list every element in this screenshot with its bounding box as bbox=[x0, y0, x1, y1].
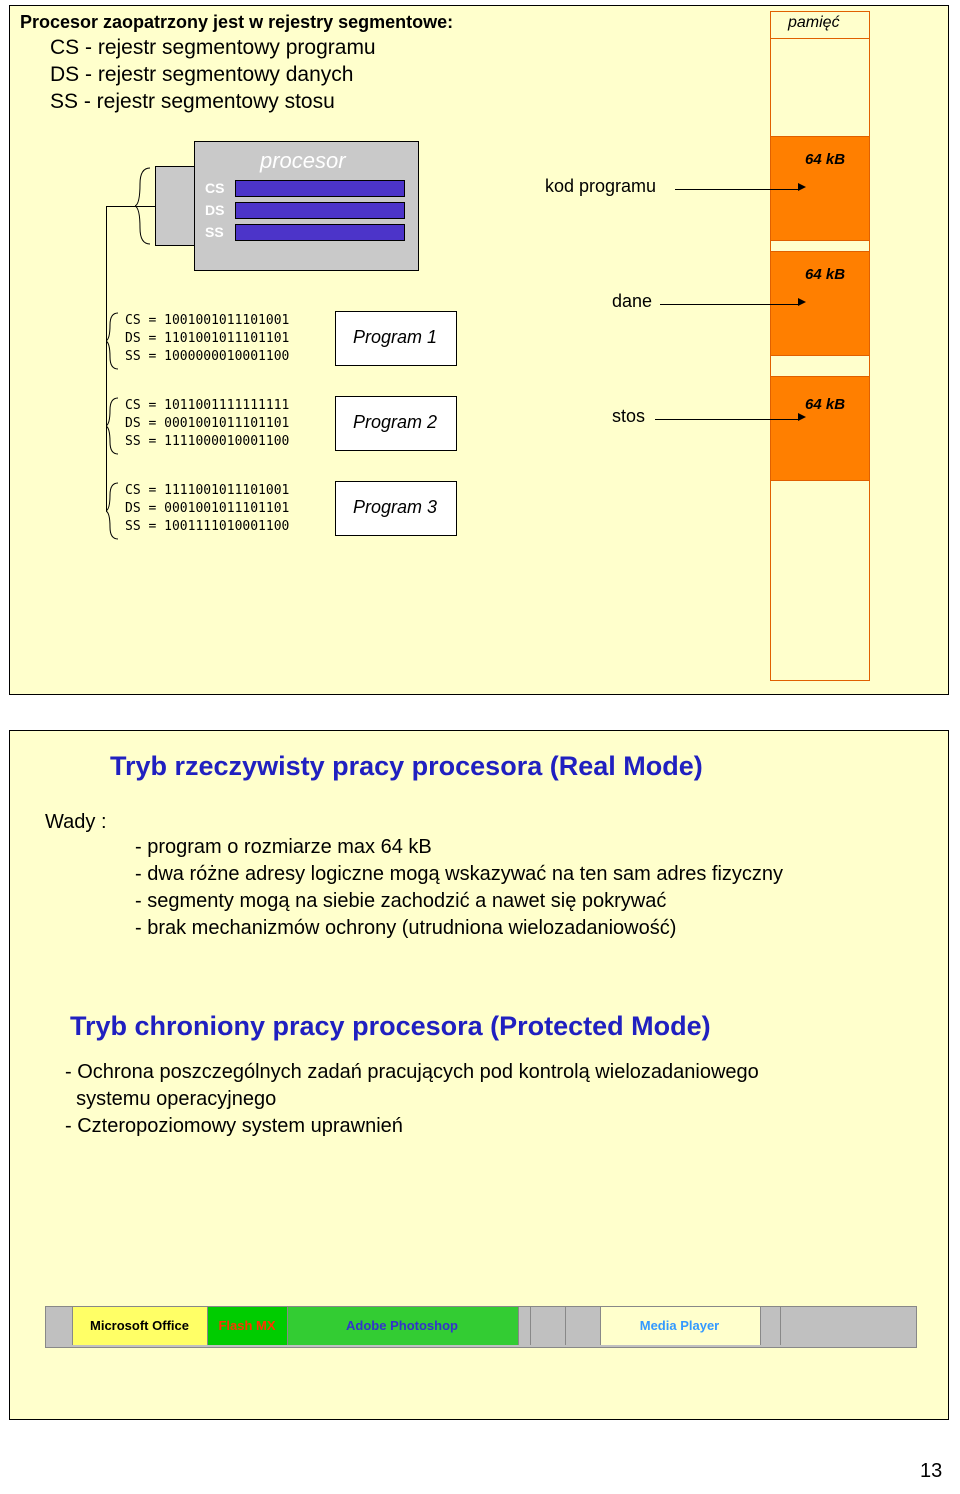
chron-line-2: - Czteropoziomowy system uprawnień bbox=[65, 1115, 403, 1138]
reg-label-ss: SS bbox=[205, 224, 224, 240]
procesor-tab bbox=[155, 166, 195, 246]
wady-label: Wady : bbox=[45, 811, 107, 834]
brace-prog3 bbox=[106, 481, 122, 541]
line-stos bbox=[655, 419, 770, 420]
brace-prog2 bbox=[106, 396, 122, 456]
label-stos: stos bbox=[612, 406, 645, 427]
arrow-dane bbox=[798, 298, 806, 306]
brace-prog1 bbox=[106, 311, 122, 371]
bar-div-1 bbox=[530, 1307, 531, 1345]
line-stos-v bbox=[770, 419, 798, 420]
prog2-line1: CS = 1011001111111111 bbox=[125, 398, 289, 413]
bar-div-3 bbox=[780, 1307, 781, 1345]
canvas: Procesor zaopatrzony jest w rejestry seg… bbox=[0, 0, 960, 1494]
reg-line-ds: DS - rejestr segmentowy danych bbox=[50, 63, 353, 87]
block-flash-label: Flash MX bbox=[207, 1318, 287, 1333]
block-office-label: Microsoft Office bbox=[72, 1318, 207, 1333]
prog1-label: Program 1 bbox=[353, 327, 437, 348]
wady-line-2: - segmenty mogą na siebie zachodzić a na… bbox=[135, 890, 666, 913]
prog1-line3: SS = 1000000010001100 bbox=[125, 349, 289, 364]
prog3-line3: SS = 1001111010001100 bbox=[125, 519, 289, 534]
reg-line-ss: SS - rejestr segmentowy stosu bbox=[50, 90, 335, 114]
prog3-line1: CS = 1111001011101001 bbox=[125, 483, 289, 498]
line-kod-v2 bbox=[770, 189, 798, 190]
title-real: Tryb rzeczywisty pracy procesora (Real M… bbox=[110, 751, 703, 782]
prog3-line2: DS = 0001001011101101 bbox=[125, 501, 289, 516]
bar-div-2 bbox=[565, 1307, 566, 1345]
conn-v-main bbox=[106, 206, 107, 511]
segment-kod-size: 64 kB bbox=[805, 151, 845, 168]
page-number: 13 bbox=[920, 1460, 942, 1483]
block-mediaplayer-label: Media Player bbox=[600, 1318, 759, 1333]
prog2-line3: SS = 1111000010001100 bbox=[125, 434, 289, 449]
chron-line-0: - Ochrona poszczególnych zadań pracujący… bbox=[65, 1061, 759, 1084]
conn-h-top bbox=[106, 206, 155, 207]
prog3-label: Program 3 bbox=[353, 497, 437, 518]
label-dane: dane bbox=[612, 291, 652, 312]
prog2-line2: DS = 0001001011101101 bbox=[125, 416, 289, 431]
segment-stos bbox=[770, 376, 870, 481]
line-kod-v bbox=[798, 188, 799, 189]
arrow-stos bbox=[798, 413, 806, 421]
reg-slot-cs bbox=[235, 180, 405, 197]
slide1-title: Procesor zaopatrzony jest w rejestry seg… bbox=[20, 12, 453, 33]
segment-stos-size: 64 kB bbox=[805, 396, 845, 413]
memory-header-label: pamięć bbox=[788, 14, 840, 32]
wady-line-3: - brak mechanizmów ochrony (utrudniona w… bbox=[135, 917, 676, 940]
wady-line-1: - dwa różne adresy logiczne mogą wskazyw… bbox=[135, 863, 783, 886]
reg-slot-ss bbox=[235, 224, 405, 241]
chron-line-1: systemu operacyjnego bbox=[65, 1088, 276, 1111]
line-dane bbox=[660, 304, 770, 305]
slide-1: Procesor zaopatrzony jest w rejestry seg… bbox=[9, 5, 949, 695]
line-dane-v bbox=[770, 304, 798, 305]
label-kod: kod programu bbox=[545, 176, 656, 197]
slide-2: Tryb rzeczywisty pracy procesora (Real M… bbox=[9, 730, 949, 1420]
prog2-label: Program 2 bbox=[353, 412, 437, 433]
prog1-line2: DS = 1101001011101101 bbox=[125, 331, 289, 346]
reg-line-cs: CS - rejestr segmentowy programu bbox=[50, 36, 376, 60]
prog1-line1: CS = 1001001011101001 bbox=[125, 313, 289, 328]
reg-label-ds: DS bbox=[205, 202, 224, 218]
reg-slot-ds bbox=[235, 202, 405, 219]
procesor-label: procesor bbox=[260, 148, 346, 174]
segment-dane-size: 64 kB bbox=[805, 266, 845, 283]
reg-label-cs: CS bbox=[205, 180, 224, 196]
wady-line-0: - program o rozmiarze max 64 kB bbox=[135, 836, 432, 859]
arrow-kod bbox=[798, 183, 806, 191]
title-protected: Tryb chroniony pracy procesora (Protecte… bbox=[70, 1011, 711, 1042]
line-kod bbox=[675, 189, 770, 190]
procesor-box: procesor CS DS SS bbox=[194, 141, 419, 271]
block-photoshop-label: Adobe Photoshop bbox=[287, 1318, 517, 1333]
